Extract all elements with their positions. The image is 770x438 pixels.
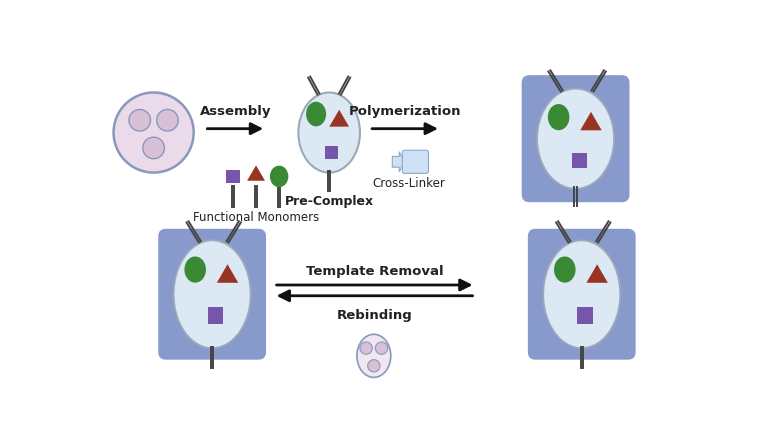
Text: Template Removal: Template Removal bbox=[306, 265, 444, 278]
Text: Polymerization: Polymerization bbox=[348, 105, 461, 118]
Text: Functional Monomers: Functional Monomers bbox=[193, 211, 319, 224]
FancyBboxPatch shape bbox=[402, 151, 428, 174]
Ellipse shape bbox=[543, 241, 620, 348]
Polygon shape bbox=[581, 113, 601, 131]
Ellipse shape bbox=[360, 342, 373, 354]
Polygon shape bbox=[217, 265, 238, 283]
Ellipse shape bbox=[298, 93, 360, 173]
Ellipse shape bbox=[143, 138, 165, 159]
Ellipse shape bbox=[173, 241, 251, 348]
Bar bbox=[324, 146, 338, 160]
FancyBboxPatch shape bbox=[159, 229, 266, 360]
Text: Pre-Complex: Pre-Complex bbox=[285, 194, 373, 208]
Ellipse shape bbox=[157, 110, 179, 132]
Polygon shape bbox=[587, 265, 608, 283]
Bar bbox=[577, 307, 592, 325]
FancyBboxPatch shape bbox=[527, 229, 635, 360]
Polygon shape bbox=[247, 166, 265, 181]
Polygon shape bbox=[392, 152, 405, 173]
Bar bbox=[208, 307, 223, 325]
Polygon shape bbox=[330, 110, 349, 127]
Ellipse shape bbox=[306, 102, 326, 127]
Text: Cross-Linker: Cross-Linker bbox=[373, 176, 446, 189]
Ellipse shape bbox=[554, 257, 575, 283]
Text: Rebinding: Rebinding bbox=[336, 308, 413, 321]
Ellipse shape bbox=[184, 257, 206, 283]
Text: Assembly: Assembly bbox=[199, 105, 271, 118]
Ellipse shape bbox=[375, 342, 387, 354]
Ellipse shape bbox=[129, 110, 151, 132]
Bar bbox=[226, 171, 240, 183]
Ellipse shape bbox=[367, 360, 380, 372]
Bar bbox=[571, 153, 587, 169]
FancyBboxPatch shape bbox=[522, 76, 629, 203]
Ellipse shape bbox=[547, 105, 569, 131]
Ellipse shape bbox=[537, 89, 614, 189]
Ellipse shape bbox=[114, 93, 194, 173]
Ellipse shape bbox=[270, 166, 288, 188]
Ellipse shape bbox=[357, 335, 390, 378]
